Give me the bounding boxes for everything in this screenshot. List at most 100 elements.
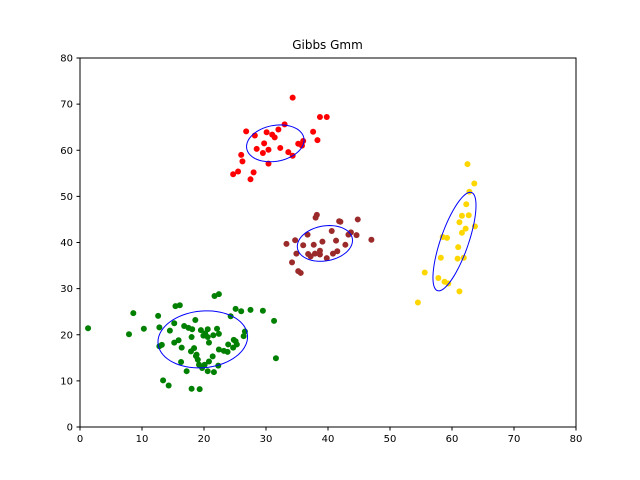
data-point-c2-19 [421,269,428,276]
data-point-c3-31 [215,291,222,298]
data-point-c0-8 [314,137,321,144]
data-point-c1-23 [311,250,318,257]
data-point-c0-19 [239,158,246,165]
data-point-c3-29 [215,330,222,337]
data-point-c1-18 [283,240,290,247]
data-point-c1-10 [342,241,349,248]
data-point-c1-1 [312,214,319,221]
data-point-c0-7 [300,138,307,145]
data-point-c1-19 [293,250,300,257]
data-point-c1-12 [319,238,326,245]
data-point-c3-14 [178,344,185,351]
data-point-c0-11 [263,129,270,136]
data-point-c0-23 [250,169,257,176]
y-tick-label-60: 60 [60,146,73,157]
data-point-c3-35 [247,306,254,313]
data-point-c0-27 [275,126,282,133]
x-axis: 0 10 20 30 40 50 60 70 80 [77,427,582,445]
data-point-c3-33 [232,305,239,312]
chart-title: Gibbs Gmm [292,38,363,52]
data-point-c1-9 [368,236,375,243]
data-point-c0-22 [247,176,254,183]
data-point-c2-2 [471,180,478,187]
data-point-c3-57 [160,377,167,384]
y-tick-label-40: 40 [60,238,73,249]
data-point-c3-47 [205,358,212,365]
cluster-ellipse-3 [157,310,249,369]
ellipse-layer [157,124,477,369]
y-axis: 0 10 20 30 40 50 60 70 80 [60,54,80,434]
data-point-c3-36 [259,307,266,314]
data-point-c3-60 [201,361,208,368]
data-point-c3-34 [238,308,245,315]
data-point-c3-0 [85,325,92,332]
data-point-c3-22 [197,327,204,334]
data-point-c3-52 [192,352,199,359]
x-tick-label-40: 40 [322,434,335,445]
data-point-c1-22 [297,269,304,276]
data-point-c2-18 [456,288,463,295]
data-point-c2-4 [458,212,465,219]
x-tick-label-60: 60 [446,434,459,445]
x-tick-label-0: 0 [77,434,83,445]
data-point-c1-28 [316,251,323,258]
data-point-c1-17 [292,237,299,244]
data-point-c1-11 [333,237,340,244]
data-point-c0-14 [259,150,266,157]
y-tick-label-30: 30 [60,284,73,295]
data-point-c0-20 [230,171,237,178]
data-point-c1-14 [310,241,317,248]
plot-frame [79,57,577,428]
data-point-c1-16 [300,242,307,249]
data-point-c2-6 [465,212,472,219]
data-point-c3-61 [210,369,217,376]
data-point-c1-8 [353,232,360,239]
data-point-c3-5 [156,324,163,331]
data-point-c3-64 [225,341,232,348]
data-point-c3-19 [188,334,195,341]
y-tick-label-0: 0 [67,423,73,434]
x-tick-label-50: 50 [384,434,397,445]
data-point-c0-21 [235,168,242,175]
data-point-c2-1 [466,188,473,195]
data-point-c0-15 [265,146,272,153]
data-point-c3-28 [214,325,221,332]
data-point-c3-50 [196,361,203,368]
data-point-c3-48 [204,368,211,375]
data-point-c1-25 [323,255,330,262]
data-point-c3-63 [224,348,231,355]
data-point-c3-54 [178,358,185,365]
y-tick-label-10: 10 [60,376,73,387]
data-point-c3-18 [192,316,199,323]
data-point-c0-3 [243,128,250,135]
data-point-c3-11 [176,302,183,309]
x-tick-label-70: 70 [508,434,521,445]
data-point-c0-16 [277,144,284,151]
data-point-c3-62 [215,362,222,369]
data-point-c2-8 [458,229,465,236]
data-point-c3-66 [205,339,212,346]
data-point-c3-13 [171,339,178,346]
data-point-c3-45 [215,346,222,353]
data-point-c3-27 [210,332,217,339]
data-point-c0-18 [238,151,245,158]
y-tick-label-50: 50 [60,192,73,203]
data-point-c3-53 [187,348,194,355]
x-tick-label-30: 30 [260,434,273,445]
cluster-ellipse-2 [432,191,477,292]
data-point-c1-27 [334,248,341,255]
data-point-c3-2 [130,310,137,317]
data-point-c2-3 [463,201,470,208]
data-point-c3-8 [166,327,173,334]
data-point-c3-55 [183,368,190,375]
data-point-c1-29 [305,251,312,258]
data-point-c3-46 [209,353,216,360]
data-point-c2-11 [444,234,451,241]
data-point-c3-65 [232,338,239,345]
data-point-c0-5 [323,114,330,121]
data-point-c0-6 [310,128,317,135]
cluster-ellipse-0 [246,124,305,163]
data-point-c1-2 [328,227,335,234]
data-point-c2-0 [464,161,471,168]
